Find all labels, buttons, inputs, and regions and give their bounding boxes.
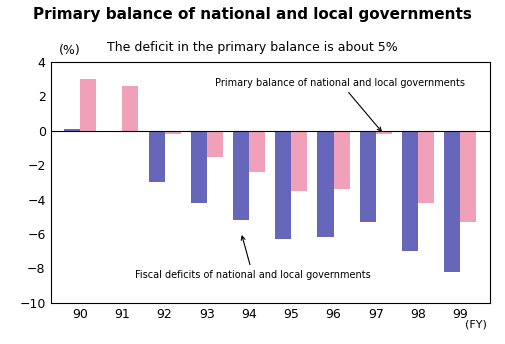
Bar [80, 79, 96, 131]
Bar [360, 131, 376, 222]
Bar [460, 131, 476, 222]
Bar [64, 129, 80, 131]
Bar [275, 131, 291, 239]
Text: Primary balance of national and local governments: Primary balance of national and local go… [215, 77, 465, 131]
Bar [418, 131, 434, 203]
Bar [291, 131, 308, 191]
Bar [402, 131, 418, 251]
Bar [122, 86, 138, 131]
Bar [106, 131, 122, 132]
Bar [165, 131, 181, 134]
Bar [333, 131, 349, 189]
Bar [444, 131, 460, 272]
Bar [376, 131, 392, 134]
Bar [207, 131, 223, 157]
Bar [318, 131, 333, 237]
Text: (%): (%) [59, 44, 81, 57]
Text: (FY): (FY) [466, 320, 487, 330]
Text: Primary balance of national and local governments: Primary balance of national and local go… [33, 7, 472, 22]
Bar [191, 131, 207, 203]
Bar [148, 131, 165, 182]
Text: The deficit in the primary balance is about 5%: The deficit in the primary balance is ab… [107, 41, 398, 54]
Text: Fiscal deficits of national and local governments: Fiscal deficits of national and local go… [135, 236, 371, 280]
Bar [249, 131, 265, 172]
Bar [233, 131, 249, 220]
